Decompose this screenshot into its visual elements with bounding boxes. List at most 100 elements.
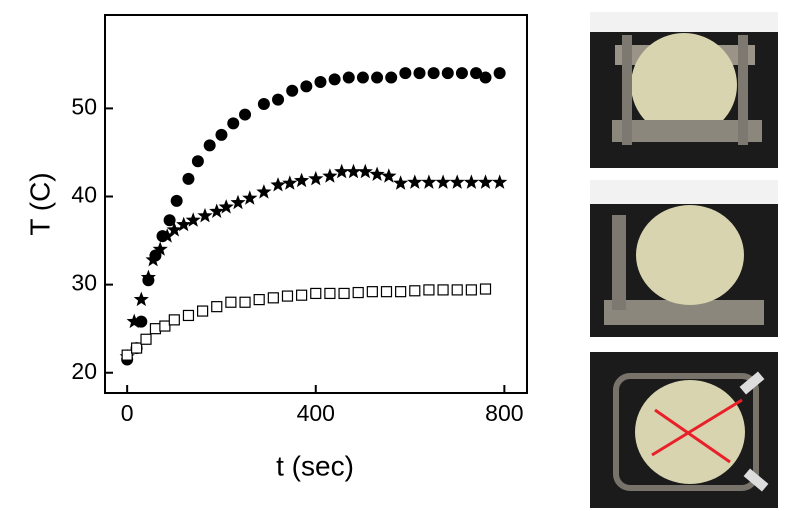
point <box>421 174 437 189</box>
point <box>267 292 279 304</box>
point <box>328 73 341 86</box>
point <box>380 286 393 298</box>
point <box>449 174 465 189</box>
point <box>121 349 133 361</box>
point <box>423 284 435 296</box>
point <box>166 222 182 237</box>
point <box>211 301 223 313</box>
point <box>399 67 412 80</box>
point <box>352 286 364 299</box>
point <box>135 315 148 328</box>
point <box>334 163 350 179</box>
point <box>281 290 294 302</box>
x-tick-label: 0 <box>121 400 134 426</box>
point <box>270 177 286 192</box>
point <box>477 174 494 189</box>
point <box>182 309 195 322</box>
point <box>133 291 149 307</box>
point <box>230 194 246 210</box>
point <box>159 320 171 332</box>
point <box>395 286 407 298</box>
point <box>159 228 175 243</box>
point <box>479 71 492 84</box>
point <box>286 84 299 97</box>
point <box>168 314 180 326</box>
point <box>345 163 362 179</box>
y-tick-label: 20 <box>71 358 97 384</box>
point <box>215 128 228 141</box>
point <box>239 108 252 121</box>
x-tick-label: 400 <box>297 400 335 426</box>
point <box>130 342 143 354</box>
point <box>314 75 327 88</box>
point <box>435 174 451 189</box>
point <box>257 97 270 110</box>
point <box>272 93 285 106</box>
point <box>203 139 216 152</box>
point <box>170 194 183 207</box>
y-axis-label: T (C) <box>24 172 55 235</box>
point <box>145 252 161 267</box>
point <box>310 287 322 300</box>
point <box>381 168 397 183</box>
point <box>197 207 213 223</box>
point <box>300 80 313 93</box>
point <box>140 269 156 284</box>
point <box>385 71 398 84</box>
point <box>479 283 492 295</box>
photo <box>590 12 778 168</box>
point <box>371 71 384 84</box>
point <box>322 168 338 183</box>
point <box>413 67 426 80</box>
point <box>356 71 369 84</box>
point <box>455 67 468 80</box>
point <box>465 284 477 296</box>
point <box>209 203 225 218</box>
point <box>409 285 421 297</box>
y-tick-label: 40 <box>71 182 97 208</box>
point <box>253 294 265 306</box>
x-tick-label: 800 <box>485 400 523 426</box>
point <box>463 174 479 189</box>
point <box>451 284 463 296</box>
point <box>149 323 162 335</box>
point <box>407 174 423 189</box>
point <box>296 289 308 301</box>
point <box>126 313 142 329</box>
photo <box>590 352 778 508</box>
point <box>191 155 204 168</box>
point <box>176 216 192 232</box>
point <box>163 214 176 227</box>
x-axis-label: t (sec) <box>276 450 354 481</box>
y-tick-label: 30 <box>71 270 97 296</box>
point <box>152 241 168 256</box>
point <box>493 67 506 80</box>
point <box>294 172 310 188</box>
point <box>227 117 240 130</box>
point <box>239 296 251 308</box>
point <box>470 67 483 80</box>
point <box>242 190 258 205</box>
y-tick-label: 50 <box>71 93 97 119</box>
point <box>182 172 195 185</box>
point <box>338 287 350 300</box>
point <box>185 212 201 227</box>
point <box>437 284 449 296</box>
point <box>256 184 272 199</box>
point <box>366 286 378 298</box>
point <box>225 296 237 308</box>
point <box>357 163 373 179</box>
point <box>393 175 409 190</box>
photo <box>590 180 778 337</box>
point <box>218 199 234 214</box>
point <box>140 333 152 345</box>
point <box>342 71 355 84</box>
point <box>369 166 385 181</box>
point <box>427 67 440 80</box>
point <box>441 67 454 80</box>
point <box>197 305 209 317</box>
point <box>282 175 298 190</box>
point <box>324 287 336 300</box>
